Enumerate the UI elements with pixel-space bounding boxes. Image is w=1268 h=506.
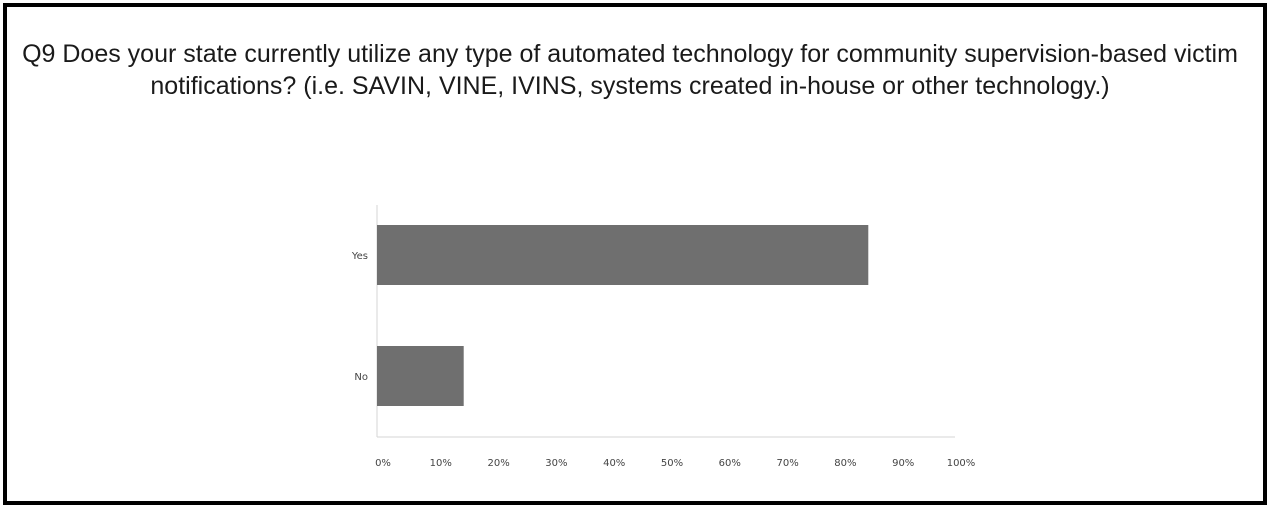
category-labels-group: Yes No <box>351 251 368 383</box>
bars-group <box>377 225 869 406</box>
category-label-no: No <box>354 372 368 383</box>
x-tick-label: 40% <box>603 458 625 469</box>
x-tick-label: 30% <box>545 458 567 469</box>
x-tick-label: 100% <box>947 458 976 469</box>
x-tick-label: 80% <box>834 458 856 469</box>
x-tick-label: 50% <box>661 458 683 469</box>
x-tick-label: 20% <box>487 458 509 469</box>
x-tick-label: 90% <box>892 458 914 469</box>
x-tick-label: 10% <box>430 458 452 469</box>
x-tick-label: 70% <box>776 458 798 469</box>
x-tick-label: 60% <box>719 458 741 469</box>
bar-yes <box>377 225 869 285</box>
chart-title: Q9 Does your state currently utilize any… <box>22 40 1238 100</box>
bar-no <box>377 346 464 406</box>
x-tick-label: 0% <box>375 458 391 469</box>
x-tick-labels-group: 0% 10% 20% 30% 40% 50% 60% 70% 80% 90% 100% <box>375 458 975 469</box>
category-label-yes: Yes <box>351 251 368 262</box>
